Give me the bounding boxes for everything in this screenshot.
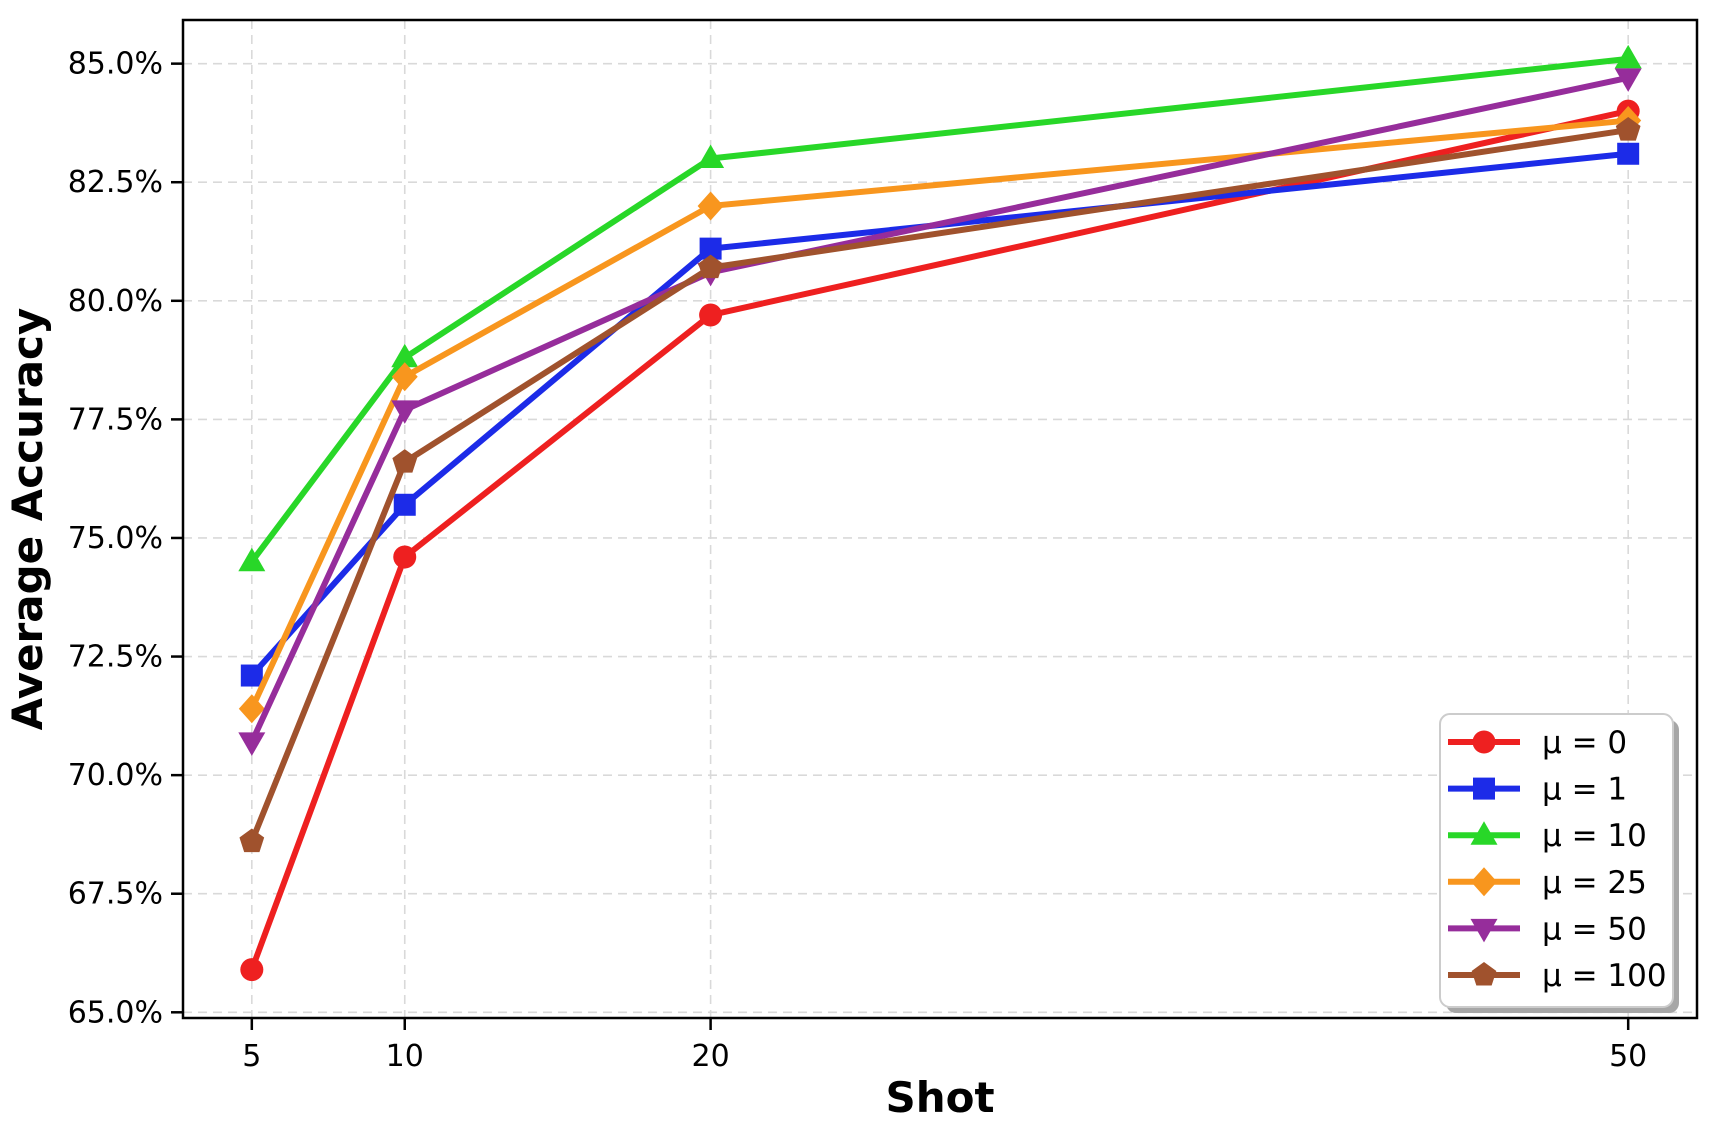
- legend-item: μ = 100: [1448, 958, 1667, 994]
- diamond-marker: [1471, 867, 1497, 897]
- series-line: [248, 55, 1632, 565]
- data-point: [240, 958, 264, 982]
- legend-item: μ = 50: [1448, 911, 1647, 947]
- circle-marker: [699, 303, 723, 327]
- series-line: [248, 108, 1632, 973]
- series-line: [248, 127, 1632, 845]
- legend-marker: [1471, 867, 1497, 897]
- data-point: [391, 362, 418, 392]
- x-tick-label: 20: [692, 1039, 730, 1074]
- x-tick-label: 50: [1609, 1039, 1647, 1074]
- plot-border: [181, 18, 1699, 1020]
- series-line: [248, 74, 1632, 745]
- data-point: [699, 303, 723, 327]
- legend-item: μ = 25: [1448, 865, 1647, 901]
- triangle-down-marker: [1614, 68, 1642, 92]
- circle-marker: [393, 545, 417, 569]
- data-point: [1614, 44, 1642, 69]
- data-point: [392, 449, 418, 473]
- data-point: [238, 547, 266, 572]
- y-tick-label: 67.5%: [68, 877, 163, 912]
- square-marker: [1617, 142, 1640, 165]
- legend-marker: [1470, 918, 1498, 943]
- data-point: [699, 237, 722, 260]
- triangle-up-marker: [391, 343, 419, 368]
- square-marker: [240, 664, 263, 687]
- triangle-down-marker: [1470, 918, 1498, 943]
- y-tick-label: 82.5%: [68, 165, 163, 200]
- data-point: [238, 732, 266, 756]
- y-axis-label: Average Accuracy: [3, 308, 52, 731]
- pentagon-marker: [239, 828, 265, 853]
- series-μ=25: [238, 106, 1642, 724]
- x-axis-label: Shot: [885, 1073, 994, 1122]
- diamond-marker: [238, 694, 265, 724]
- data-point: [240, 664, 263, 687]
- legend-label: μ = 0: [1542, 725, 1627, 761]
- legend-marker: [1472, 730, 1496, 754]
- data-point: [391, 343, 419, 368]
- axes: 65.0% 67.5% 70.0% 72.5% 75.0% 77.5% 80.0% 82.5%…: [68, 18, 1699, 1074]
- data-point: [697, 191, 724, 221]
- legend-label: μ = 10: [1542, 818, 1647, 854]
- y-tick-label: 77.5%: [68, 402, 163, 437]
- square-marker: [699, 237, 722, 260]
- pentagon-marker: [698, 254, 723, 279]
- series-μ=10: [238, 44, 1642, 572]
- x-tick-label: 5: [242, 1039, 261, 1074]
- data-point: [697, 144, 725, 169]
- data-point: [1614, 68, 1642, 92]
- legend-item: μ = 10: [1448, 818, 1647, 854]
- y-tick-label: 72.5%: [68, 640, 163, 675]
- diamond-marker: [697, 191, 724, 221]
- square-marker: [1473, 777, 1495, 800]
- triangle-up-marker: [697, 144, 725, 169]
- data-point: [393, 545, 417, 569]
- legend: μ = 0 μ = 1 μ = 10 μ = 25 μ = 50 μ = 100: [1439, 713, 1679, 1013]
- y-tick-label: 65.0%: [68, 995, 163, 1030]
- x-tick-label: 10: [386, 1039, 424, 1074]
- y-tick-label: 75.0%: [68, 521, 163, 556]
- legend-label: μ = 50: [1542, 911, 1647, 947]
- y-tick-label: 80.0%: [68, 284, 163, 319]
- triangle-up-marker: [1614, 44, 1642, 69]
- pentagon-marker: [392, 449, 418, 473]
- circle-marker: [240, 958, 264, 982]
- y-tick-label: 70.0%: [68, 758, 163, 793]
- triangle-down-marker: [238, 732, 266, 756]
- legend-label: μ = 25: [1542, 865, 1647, 901]
- data-point: [239, 828, 265, 853]
- triangle-up-marker: [238, 547, 266, 572]
- data-point: [238, 694, 265, 724]
- data-point: [393, 493, 416, 516]
- legend-marker: [1470, 821, 1498, 845]
- diamond-marker: [391, 362, 418, 392]
- circle-marker: [1472, 730, 1496, 754]
- series-line: [248, 117, 1632, 712]
- pentagon-marker: [1471, 962, 1497, 986]
- triangle-down-marker: [391, 400, 419, 424]
- y-tick-label: 85.0%: [68, 47, 163, 82]
- data-point: [1615, 117, 1641, 141]
- data-point: [1617, 142, 1640, 165]
- legend-label: μ = 100: [1542, 958, 1667, 994]
- legend-marker: [1471, 962, 1497, 986]
- data-point: [698, 254, 723, 279]
- legend-item: μ = 0: [1448, 725, 1627, 761]
- legend-marker: [1473, 777, 1495, 800]
- series-μ=100: [239, 117, 1641, 853]
- data-series: [238, 44, 1642, 982]
- triangle-up-marker: [1470, 821, 1498, 845]
- legend-item: μ = 1: [1448, 772, 1627, 808]
- square-marker: [393, 493, 416, 516]
- legend-label: μ = 1: [1542, 772, 1627, 808]
- data-point: [391, 400, 419, 424]
- pentagon-marker: [1615, 117, 1641, 141]
